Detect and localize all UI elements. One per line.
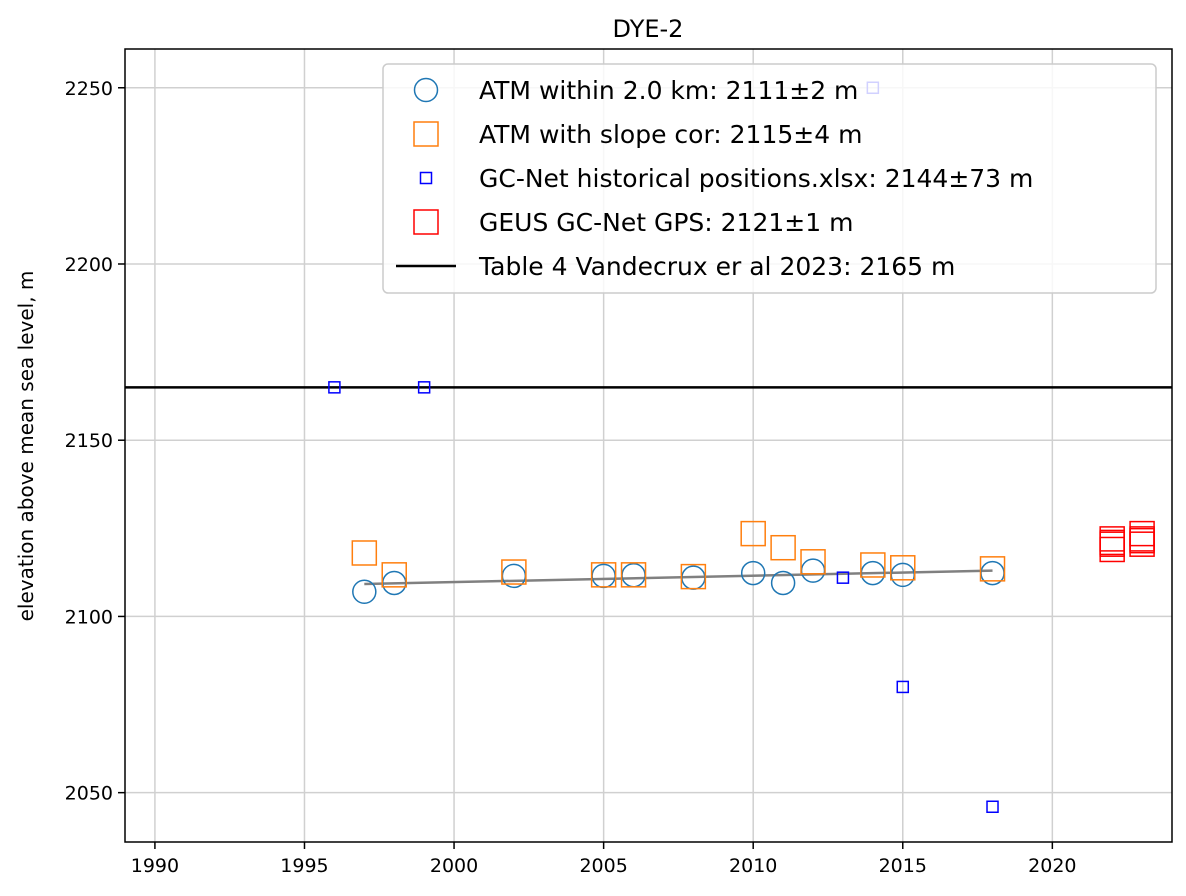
series-1 [351,520,1006,590]
point-3-7 [1129,527,1155,554]
x-tick-label-4: 2010 [729,855,777,877]
point-1-10 [890,555,916,581]
y-tick-label-1: 2100 [65,606,113,628]
legend-label-reference: Table 4 Vandecrux er al 2023: 2165 m [478,252,955,281]
plot-area [125,81,1172,814]
point-1-2 [501,559,527,585]
legend: ATM within 2.0 km: 2111±2 m ATM with slop… [382,63,1157,294]
point-1-11 [979,556,1006,582]
point-3-6 [1129,520,1155,547]
plot-frame [124,48,1173,843]
point-2-1 [417,381,431,394]
point-1-5 [680,563,707,590]
legend-label-0: ATM within 2.0 km: 2111±2 m [479,76,858,105]
point-1-6 [740,520,766,547]
point-0-8 [800,558,826,583]
point-2-4 [896,680,910,694]
y-tick-label-0: 2050 [65,783,113,805]
legend-label-1: ATM with slope cor: 2115±4 m [479,120,862,149]
point-1-1 [381,562,407,588]
x-tick-label-1: 1995 [280,855,328,877]
trend-line [364,569,993,586]
point-1-9 [860,552,886,578]
point-3-1 [1099,531,1125,557]
x-tick-label-3: 2005 [579,855,627,877]
point-0-4 [621,562,646,588]
point-3-0 [1099,536,1125,563]
legend-marker-1 [413,121,439,147]
point-0-0 [352,579,377,605]
x-tick-label-6: 2020 [1028,855,1076,877]
point-0-6 [740,560,766,586]
legend-label-2: GC-Net historical positions.xlsx: 2144±7… [479,164,1033,193]
point-1-7 [770,534,796,561]
point-0-7 [770,570,796,596]
point-1-8 [800,549,826,575]
legend-marker-2 [419,171,433,185]
point-1-3 [590,562,617,588]
series-3 [1099,520,1155,563]
point-2-5 [986,800,999,814]
point-3-3 [1099,529,1125,556]
x-tick-label-0: 1990 [131,855,179,877]
y-tick-label-3: 2200 [65,254,113,276]
legend-marker-0 [413,77,439,103]
legend-marker-3 [413,209,439,235]
point-3-5 [1129,526,1155,552]
x-tick-label-5: 2015 [879,855,927,877]
y-axis-label: elevation above mean sea level, m [14,271,38,622]
legend-label-3: GEUS GC-Net GPS: 2121±1 m [479,208,853,237]
point-2-0 [328,381,341,394]
point-2-2 [836,571,850,584]
y-tick-label-4: 2250 [65,78,113,100]
axes: 1990 1995 2000 2005 2010 2015 2020 2050 2100 2150… [65,48,1173,877]
chart-title: DYE-2 [613,15,684,43]
point-1-4 [620,562,647,588]
point-1-0 [351,540,378,566]
legend-box [382,63,1157,294]
y-tick-label-2: 2150 [65,430,113,452]
x-tick-label-2: 2000 [430,855,478,877]
